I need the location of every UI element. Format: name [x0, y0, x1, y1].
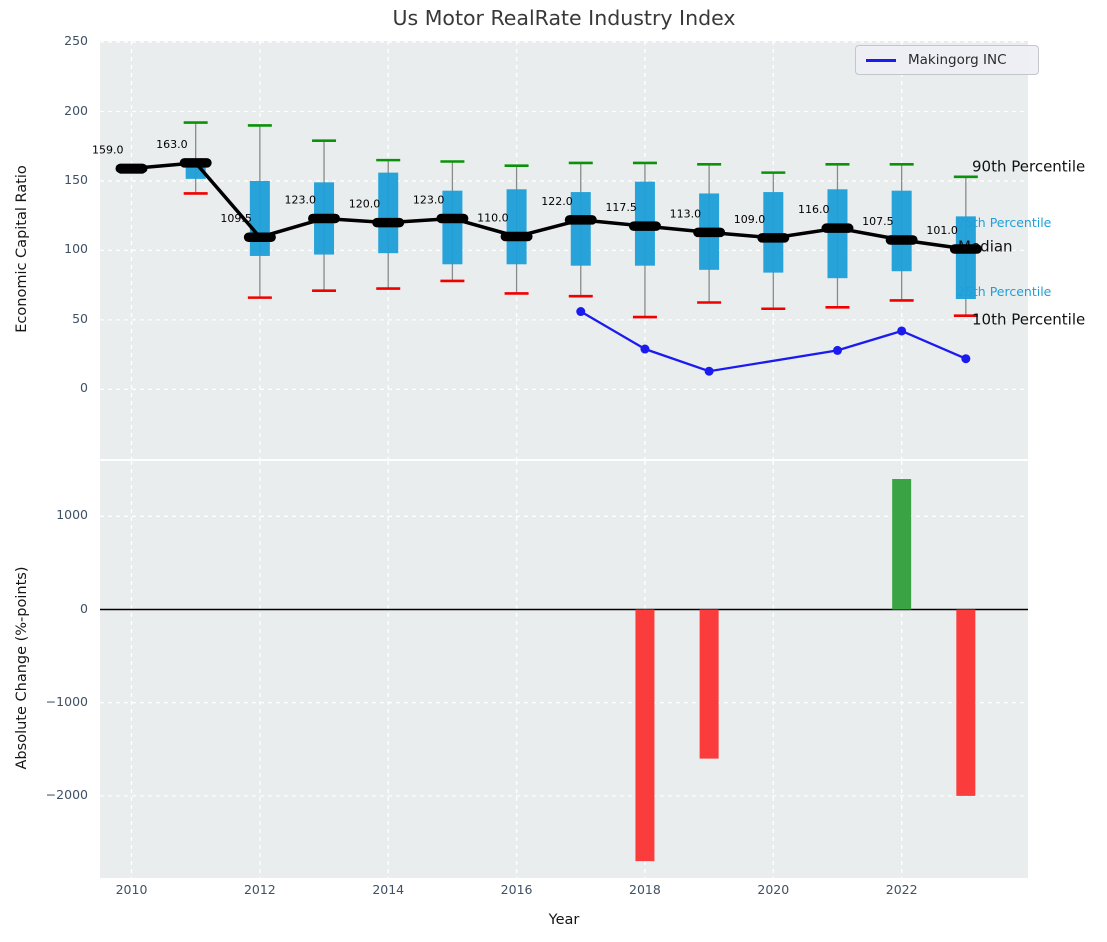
iqr-box [249, 180, 270, 256]
median-marker [885, 235, 918, 245]
annotation-75th-percentile: 75th Percentile [957, 215, 1052, 230]
median-value-label: 163.0 [156, 138, 188, 151]
iqr-box [891, 190, 912, 272]
chart-title: Us Motor RealRate Industry Index [392, 6, 736, 30]
change-bar [956, 609, 976, 796]
x-tick-label: 2016 [500, 882, 533, 897]
median-value-label: 123.0 [285, 193, 317, 206]
median-marker [628, 221, 661, 231]
bottom-y-tick-label: −2000 [45, 786, 88, 802]
company-point [576, 307, 586, 317]
median-marker [179, 158, 212, 168]
median-marker [115, 163, 148, 174]
x-tick-label: 2010 [115, 882, 148, 897]
median-marker [564, 215, 597, 225]
median-marker [243, 232, 276, 242]
median-marker [308, 213, 341, 224]
bottom-y-tick-label: 1000 [56, 507, 88, 523]
bottom-y-axis-label: Absolute Change (%-points) [14, 566, 30, 770]
median-marker [693, 227, 726, 238]
median-value-label: 109.5 [220, 212, 252, 225]
top-y-tick-label: 200 [64, 102, 88, 118]
annotation-25th-percentile: 25th Percentile [957, 284, 1052, 299]
x-tick-label: 2020 [757, 882, 790, 897]
median-value-label: 120.0 [349, 198, 381, 211]
change-bar [892, 479, 912, 610]
legend-label: Makingorg INC [908, 52, 1007, 68]
median-value-label: 110.0 [477, 212, 509, 225]
median-marker [757, 233, 790, 243]
median-value-label: 123.0 [413, 193, 445, 206]
company-line [580, 310, 967, 373]
company-point [961, 354, 971, 364]
median-value-label: 159.0 [92, 143, 124, 156]
top-panel: 75th Percentile 25th Percentile 90th Perce… [92, 41, 1085, 459]
iqr-box [442, 190, 463, 265]
x-tick-label: 2012 [243, 882, 276, 897]
iqr-box [506, 189, 527, 265]
median-value-label: 101.0 [926, 224, 958, 237]
change-bar [635, 609, 655, 862]
boxplot-chart: 75th Percentile 25th Percentile 90th Perce… [92, 41, 1085, 459]
top-y-tick-label: 0 [80, 380, 88, 396]
annotation-10th-percentile: 10th Percentile [972, 311, 1085, 329]
iqr-box [378, 172, 399, 254]
top-y-tick-label: 50 [72, 310, 88, 326]
x-tick-label: 2022 [885, 882, 918, 897]
median-value-label: 107.5 [862, 215, 894, 228]
annotation-90th-percentile: 90th Percentile [972, 158, 1085, 176]
legend-line-icon [866, 58, 896, 62]
change-bar-chart [100, 461, 1028, 878]
median-value-label: 109.0 [734, 213, 766, 226]
median-marker [949, 244, 982, 254]
company-point [897, 326, 907, 336]
legend: Makingorg INC [855, 45, 1039, 75]
iqr-box [570, 192, 591, 266]
top-y-tick-label: 100 [64, 241, 88, 257]
bottom-y-tick-label: 0 [80, 600, 88, 616]
bottom-panel [100, 461, 1028, 878]
median-marker [372, 217, 405, 228]
bottom-y-tick-label: −1000 [45, 693, 88, 709]
iqr-box [827, 189, 848, 279]
company-point [704, 366, 714, 376]
x-tick-label: 2018 [629, 882, 661, 897]
median-value-label: 122.0 [541, 195, 573, 208]
median-marker [821, 223, 854, 233]
median-value-label: 116.0 [798, 203, 830, 216]
company-point [832, 345, 842, 355]
top-y-tick-label: 250 [64, 33, 88, 49]
change-bar [699, 609, 719, 759]
median-marker [436, 213, 469, 224]
median-value-label: 113.0 [670, 207, 702, 220]
x-tick-label: 2014 [372, 882, 405, 897]
x-axis-label: Year [548, 912, 580, 928]
iqr-box [763, 192, 784, 273]
top-y-tick-label: 150 [64, 171, 88, 187]
median-marker [500, 231, 533, 242]
iqr-box [955, 216, 976, 300]
company-point [640, 344, 650, 354]
median-value-label: 117.5 [605, 201, 637, 214]
